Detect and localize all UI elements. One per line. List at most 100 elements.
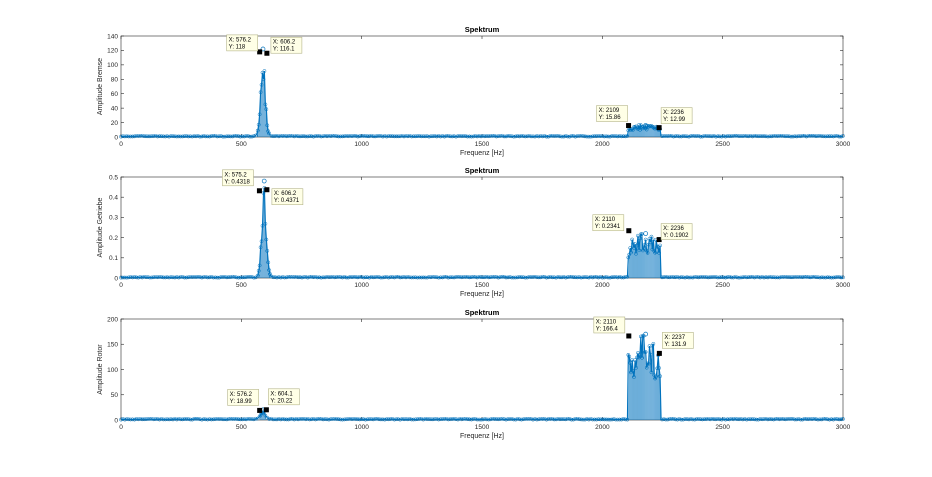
x-tick-label: 1500 (475, 282, 490, 289)
datatip-x-label: X: 2110 (595, 217, 616, 223)
datatip-marker (656, 350, 662, 356)
datatip-marker (656, 125, 662, 131)
spectrum-point (265, 415, 270, 420)
datatip-x-label: X: 2110 (596, 319, 617, 325)
datatip-y-label: Y: 116.1 (273, 47, 295, 53)
peak-marker (643, 231, 649, 236)
datatip-y-label: Y: 15.86 (599, 115, 622, 121)
x-tick-label: 500 (236, 424, 247, 431)
spectrum-point (841, 134, 845, 138)
datatip-x-label: X: 2109 (599, 108, 620, 114)
spectrum-point (253, 133, 258, 138)
spectrum-point (260, 411, 265, 415)
datatip-box (662, 332, 694, 349)
datatip-y-label: Y: 118 (229, 44, 246, 50)
chart-title: Spektrum (465, 308, 500, 317)
spectrum-point (173, 416, 177, 421)
x-tick-label: 1000 (354, 141, 369, 148)
x-tick-label: 3000 (836, 424, 851, 431)
datatip-y-label: Y: 166.4 (596, 326, 619, 332)
datatip-x-label: X: 604.1 (270, 391, 293, 397)
datatip-x-label: X: 606.2 (273, 40, 296, 46)
x-tick-label: 2500 (715, 141, 730, 148)
datatip-marker (257, 407, 263, 413)
y-axis-label: Amplitude Bremse (97, 58, 104, 115)
datatip-y-label: Y: 0.4371 (274, 198, 300, 204)
x-tick-label: 1500 (475, 141, 490, 148)
datatip-marker (656, 237, 662, 243)
x-tick-label: 0 (119, 424, 123, 431)
x-tick-label: 1000 (354, 424, 369, 431)
datatip-marker (264, 50, 270, 56)
y-tick-label: 0 (114, 417, 118, 424)
y-tick-label: 80 (111, 77, 119, 84)
y-tick-label: 200 (107, 316, 118, 323)
datatip-y-label: Y: 20.22 (270, 398, 293, 404)
datatip-box (596, 105, 628, 122)
datatip-box (268, 388, 300, 406)
spectrum-point (531, 417, 535, 422)
datatip-box (271, 188, 304, 206)
datatip-box (227, 389, 259, 406)
y-tick-label: 150 (107, 342, 118, 349)
peak-marker (261, 178, 267, 184)
x-tick-label: 2500 (715, 424, 730, 431)
datatip-box (222, 169, 254, 187)
spectrum-point (588, 416, 593, 421)
x-axis-label: Frequenz [Hz] (460, 291, 504, 298)
spectrum-line (120, 187, 844, 279)
y-tick-label: 0 (114, 134, 118, 141)
spectrum-point (121, 417, 125, 421)
x-tick-label: 500 (236, 282, 247, 289)
x-axis-label: Frequenz [Hz] (460, 150, 504, 157)
y-tick-label: 0.2 (109, 235, 118, 242)
spectrum-line (121, 335, 844, 421)
y-tick-label: 20 (111, 120, 119, 127)
datatip-x-label: X: 606.2 (274, 191, 297, 197)
spectrum-line (120, 70, 844, 138)
y-tick-label: 120 (107, 48, 118, 55)
datatip-marker (263, 407, 269, 413)
y-tick-label: 140 (107, 33, 118, 40)
spectrum-panel-2: Spektrum 0 500 1000 1500 2000 2500 3000 0 0.1 0.2 0… (97, 166, 851, 298)
x-axis-label: Frequenz [Hz] (460, 433, 504, 440)
y-tick-label: 0.1 (109, 255, 118, 262)
peak-marker (260, 46, 266, 52)
spectrum-panel-3: Spektrum 0 500 1000 1500 2000 2500 3000 0 50 100 15… (97, 308, 851, 440)
x-tick-label: 0 (119, 141, 123, 148)
y-axis-label: Amplitude Rotor (97, 344, 104, 395)
datatip-x-label: X: 576.2 (229, 37, 252, 43)
spectrum-point (677, 417, 682, 421)
x-tick-label: 0 (119, 282, 123, 289)
spectrum-point (267, 131, 272, 136)
x-tick-label: 2000 (595, 424, 610, 431)
datatip-marker (256, 188, 262, 194)
datatip-y-label: Y: 0.4318 (224, 179, 250, 185)
peak-marker (643, 123, 649, 128)
datatip-marker (626, 228, 632, 234)
x-tick-label: 3000 (836, 282, 851, 289)
spectrum-point (721, 416, 726, 421)
x-tick-label: 500 (236, 141, 247, 148)
y-tick-label: 0 (114, 275, 118, 282)
y-tick-label: 0.5 (109, 174, 118, 181)
y-tick-label: 40 (111, 105, 119, 112)
datatip-y-label: Y: 131.9 (664, 342, 687, 348)
x-tick-label: 1000 (354, 282, 369, 289)
datatip-box (592, 214, 625, 232)
y-tick-label: 60 (111, 91, 119, 98)
datatip-marker (626, 333, 632, 339)
y-axis-label: Amplitude Getriebe (97, 197, 104, 257)
datatip-box (660, 223, 693, 240)
y-tick-label: 100 (107, 62, 118, 69)
datatip-y-label: Y: 0.1902 (663, 233, 689, 239)
axes-box (120, 176, 844, 279)
datatip-marker (257, 49, 263, 55)
datatip-marker (264, 187, 270, 193)
datatip-x-label: X: 576.2 (230, 392, 253, 398)
datatip-y-label: Y: 12.99 (663, 117, 686, 123)
datatip-marker (626, 123, 632, 129)
x-tick-label: 2000 (595, 282, 610, 289)
